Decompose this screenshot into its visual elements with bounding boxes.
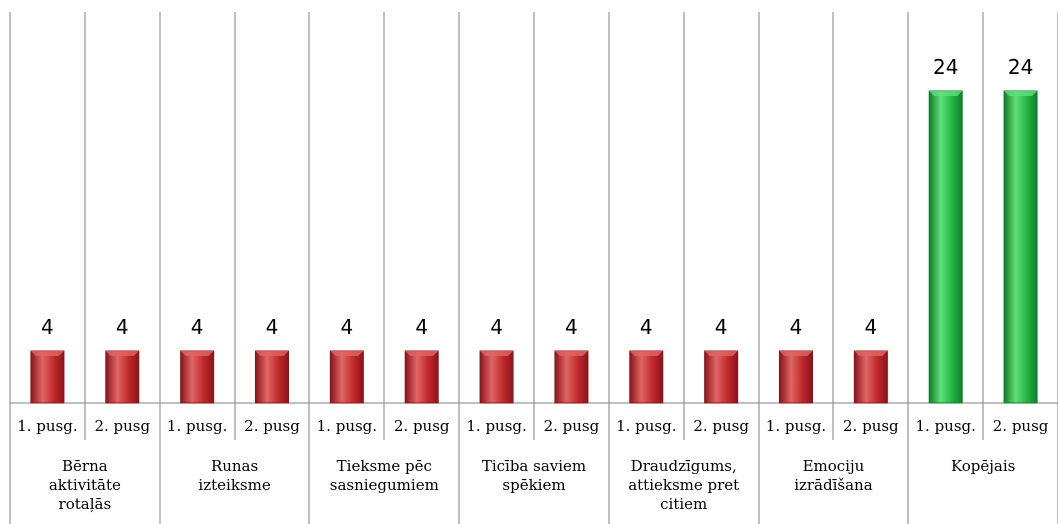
x-group-label: Kopējais	[951, 457, 1015, 475]
bar	[255, 350, 289, 404]
data-label: 4	[266, 315, 279, 339]
data-label: 4	[490, 315, 503, 339]
bar-top-bevel	[779, 351, 813, 356]
bar	[30, 350, 65, 404]
x-sub-label: 2. pusg	[544, 417, 600, 435]
x-sub-label: 2. pusg	[993, 417, 1049, 435]
bar-top-bevel	[330, 351, 364, 356]
x-group-label: Emociju izrādīšana	[794, 457, 873, 494]
data-label: 4	[715, 315, 728, 339]
bar	[329, 350, 364, 404]
x-sub-label: 2. pusg	[244, 417, 300, 435]
bar	[704, 350, 739, 404]
bar-top-bevel	[180, 351, 214, 356]
bar-top-bevel	[704, 351, 738, 356]
bar	[1003, 90, 1038, 404]
bar	[779, 350, 813, 404]
bar-top-bevel	[854, 351, 888, 356]
x-group-label: Draudzīgums, attieksme pret citiem	[628, 457, 739, 513]
data-label: 4	[415, 315, 428, 339]
data-label: 4	[340, 315, 353, 339]
bar	[853, 350, 888, 404]
bar	[479, 350, 514, 404]
data-label: 4	[191, 315, 204, 339]
bar-top-bevel	[405, 351, 439, 356]
data-label: 4	[565, 315, 578, 339]
bar	[404, 350, 439, 404]
x-sub-label: 2. pusg	[94, 417, 150, 435]
x-sub-label: 1. pusg.	[466, 417, 526, 435]
bar-top-bevel	[629, 351, 663, 356]
bar-top-bevel	[1004, 91, 1038, 96]
data-label: 4	[41, 315, 54, 339]
data-label: 24	[1008, 55, 1033, 79]
x-sub-label: 2. pusg	[394, 417, 450, 435]
x-sub-label: 2. pusg	[843, 417, 899, 435]
x-sub-label: 1. pusg.	[916, 417, 976, 435]
data-label: 4	[790, 315, 803, 339]
bars	[30, 90, 1038, 404]
x-sub-label: 1. pusg.	[616, 417, 676, 435]
x-group-label: Runas izteiksme	[198, 457, 270, 494]
x-sub-label: 1. pusg.	[766, 417, 826, 435]
bar-top-bevel	[105, 351, 139, 356]
x-sub-label: 2. pusg	[693, 417, 749, 435]
data-label: 24	[933, 55, 958, 79]
category-separators	[9, 12, 1058, 524]
bar	[554, 350, 589, 404]
x-sub-label: 1. pusg.	[17, 417, 77, 435]
x-group-label: Tieksme pēc sasniegumiem	[330, 457, 439, 494]
x-sub-label: 1. pusg.	[317, 417, 377, 435]
x-group-label: Bērna aktivitāte rotaļās	[49, 457, 121, 513]
data-label: 4	[116, 315, 129, 339]
x-sub-labels: 1. pusg. 2. pusg 1. pusg. 2. pusg 1. pusg. 2.…	[17, 417, 1049, 435]
bar-top-bevel	[480, 351, 514, 356]
bar	[629, 350, 664, 404]
bar	[105, 350, 140, 404]
data-label: 4	[640, 315, 653, 339]
x-sub-label: 1. pusg.	[167, 417, 227, 435]
data-label: 4	[864, 315, 877, 339]
x-group-labels: Bērna aktivitāte rotaļās Runas izteiksme Tiek…	[49, 457, 1015, 513]
bar	[180, 350, 215, 404]
bar-top-bevel	[255, 351, 289, 356]
bar	[928, 90, 963, 404]
data-labels: 4 4 4 4 4 4 4 4 4 4 4 4 24 24	[41, 55, 1033, 339]
bar-top-bevel	[30, 351, 64, 356]
x-group-label: Ticība saviem spēkiem	[482, 457, 586, 494]
bar-top-bevel	[929, 91, 963, 96]
bar-top-bevel	[554, 351, 588, 356]
